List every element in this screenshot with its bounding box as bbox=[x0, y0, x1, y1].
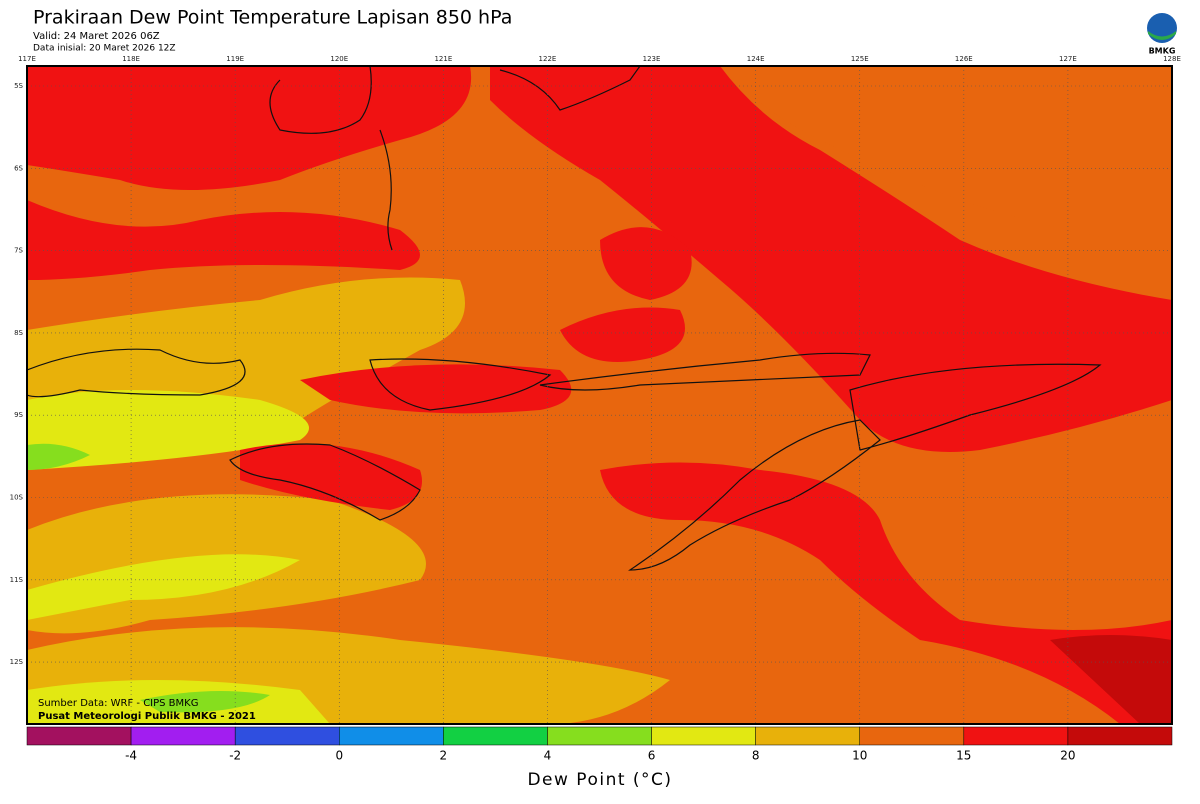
field-humid bbox=[300, 364, 572, 414]
colorbar-tick-label: 6 bbox=[648, 749, 656, 763]
lon-label: 125E bbox=[851, 55, 869, 63]
field-very-humid bbox=[1050, 635, 1172, 724]
coastline bbox=[269, 66, 372, 134]
lon-label: 127E bbox=[1059, 55, 1077, 63]
logo-mark bbox=[1148, 31, 1176, 40]
lon-label: 124E bbox=[747, 55, 765, 63]
lon-label: 119E bbox=[226, 55, 244, 63]
lon-label: 123E bbox=[643, 55, 661, 63]
lon-label: 126E bbox=[955, 55, 973, 63]
colorbar-label: Dew Point (°C) bbox=[527, 770, 672, 790]
lon-label: 122E bbox=[539, 55, 557, 63]
lat-label: 9S bbox=[14, 411, 23, 419]
lat-label: 11S bbox=[10, 576, 24, 584]
field-humid bbox=[560, 307, 685, 362]
coastline bbox=[499, 66, 641, 111]
lon-label: 117E bbox=[18, 55, 36, 63]
lat-label: 7S bbox=[14, 247, 23, 255]
logo-text: BMKG bbox=[1149, 47, 1176, 56]
field-humid bbox=[490, 66, 1172, 452]
field-moist bbox=[140, 691, 270, 713]
map-frame bbox=[26, 65, 1173, 725]
colorbar-segment bbox=[443, 726, 548, 746]
graticule bbox=[27, 66, 1172, 724]
colorbar-segment bbox=[963, 726, 1069, 746]
lat-label: 10S bbox=[10, 494, 24, 502]
colorbar-segment bbox=[651, 726, 756, 746]
coastlines bbox=[27, 66, 1102, 571]
colorbar-tick-label: 15 bbox=[956, 749, 971, 763]
colorbar-tick-label: 20 bbox=[1060, 749, 1075, 763]
lon-label: 120E bbox=[330, 55, 348, 63]
lat-label: 5S bbox=[14, 82, 23, 90]
colorbar-tick-label: -4 bbox=[125, 749, 137, 763]
field-humid bbox=[240, 443, 422, 510]
colorbar-segment bbox=[130, 726, 236, 746]
lon-label: 121E bbox=[434, 55, 452, 63]
colorbar-tick-label: -2 bbox=[229, 749, 241, 763]
coastline bbox=[628, 419, 881, 571]
title: Prakiraan Dew Point Temperature Lapisan … bbox=[33, 7, 512, 29]
colorbar-segment bbox=[755, 726, 860, 746]
field-dry bbox=[27, 554, 300, 620]
coastline bbox=[27, 348, 246, 398]
lat-label: 6S bbox=[14, 164, 23, 172]
colorbar-tick-label: 8 bbox=[752, 749, 760, 763]
coastline bbox=[369, 358, 552, 411]
colorbar-tick-label: 2 bbox=[440, 749, 448, 763]
field-humid bbox=[600, 227, 692, 300]
logo: BMKG bbox=[1147, 13, 1177, 56]
colorbar-tick-label: 10 bbox=[852, 749, 867, 763]
colorbar-segment bbox=[234, 726, 340, 746]
coastline bbox=[539, 352, 871, 391]
coastline bbox=[229, 443, 421, 521]
coastline bbox=[849, 363, 1102, 451]
map-field bbox=[27, 66, 1172, 724]
valid-time: Valid: 24 Maret 2026 06Z bbox=[33, 31, 160, 42]
coastline bbox=[379, 129, 393, 251]
colorbar-segment bbox=[547, 726, 652, 746]
colorbar-segment bbox=[859, 726, 965, 746]
field-humid bbox=[600, 462, 1172, 724]
field-humid bbox=[27, 200, 420, 280]
credit: Pusat Meteorologi Publik BMKG - 2021 bbox=[38, 711, 256, 722]
lon-label: 118E bbox=[122, 55, 140, 63]
field-moist bbox=[27, 443, 90, 470]
lat-label: 8S bbox=[14, 329, 23, 337]
colorbar-segment bbox=[339, 726, 444, 746]
init-time: Data inisial: 20 Maret 2026 12Z bbox=[33, 44, 176, 54]
colorbar-tick-label: 0 bbox=[335, 749, 343, 763]
field-base bbox=[720, 66, 1172, 250]
lat-label: 12S bbox=[10, 658, 24, 666]
colorbar: -4 -2 0 2 4 6 8 10 15 20 bbox=[26, 726, 1173, 763]
colorbar-segment bbox=[1067, 726, 1173, 746]
field-humid bbox=[27, 66, 472, 190]
credit: Sumber Data: WRF - CIPS BMKG bbox=[38, 698, 198, 709]
field-dry bbox=[27, 390, 309, 470]
colorbar-segment bbox=[26, 726, 132, 746]
lon-label: 128E bbox=[1163, 55, 1181, 63]
colorbar-tick-label: 4 bbox=[544, 749, 552, 763]
